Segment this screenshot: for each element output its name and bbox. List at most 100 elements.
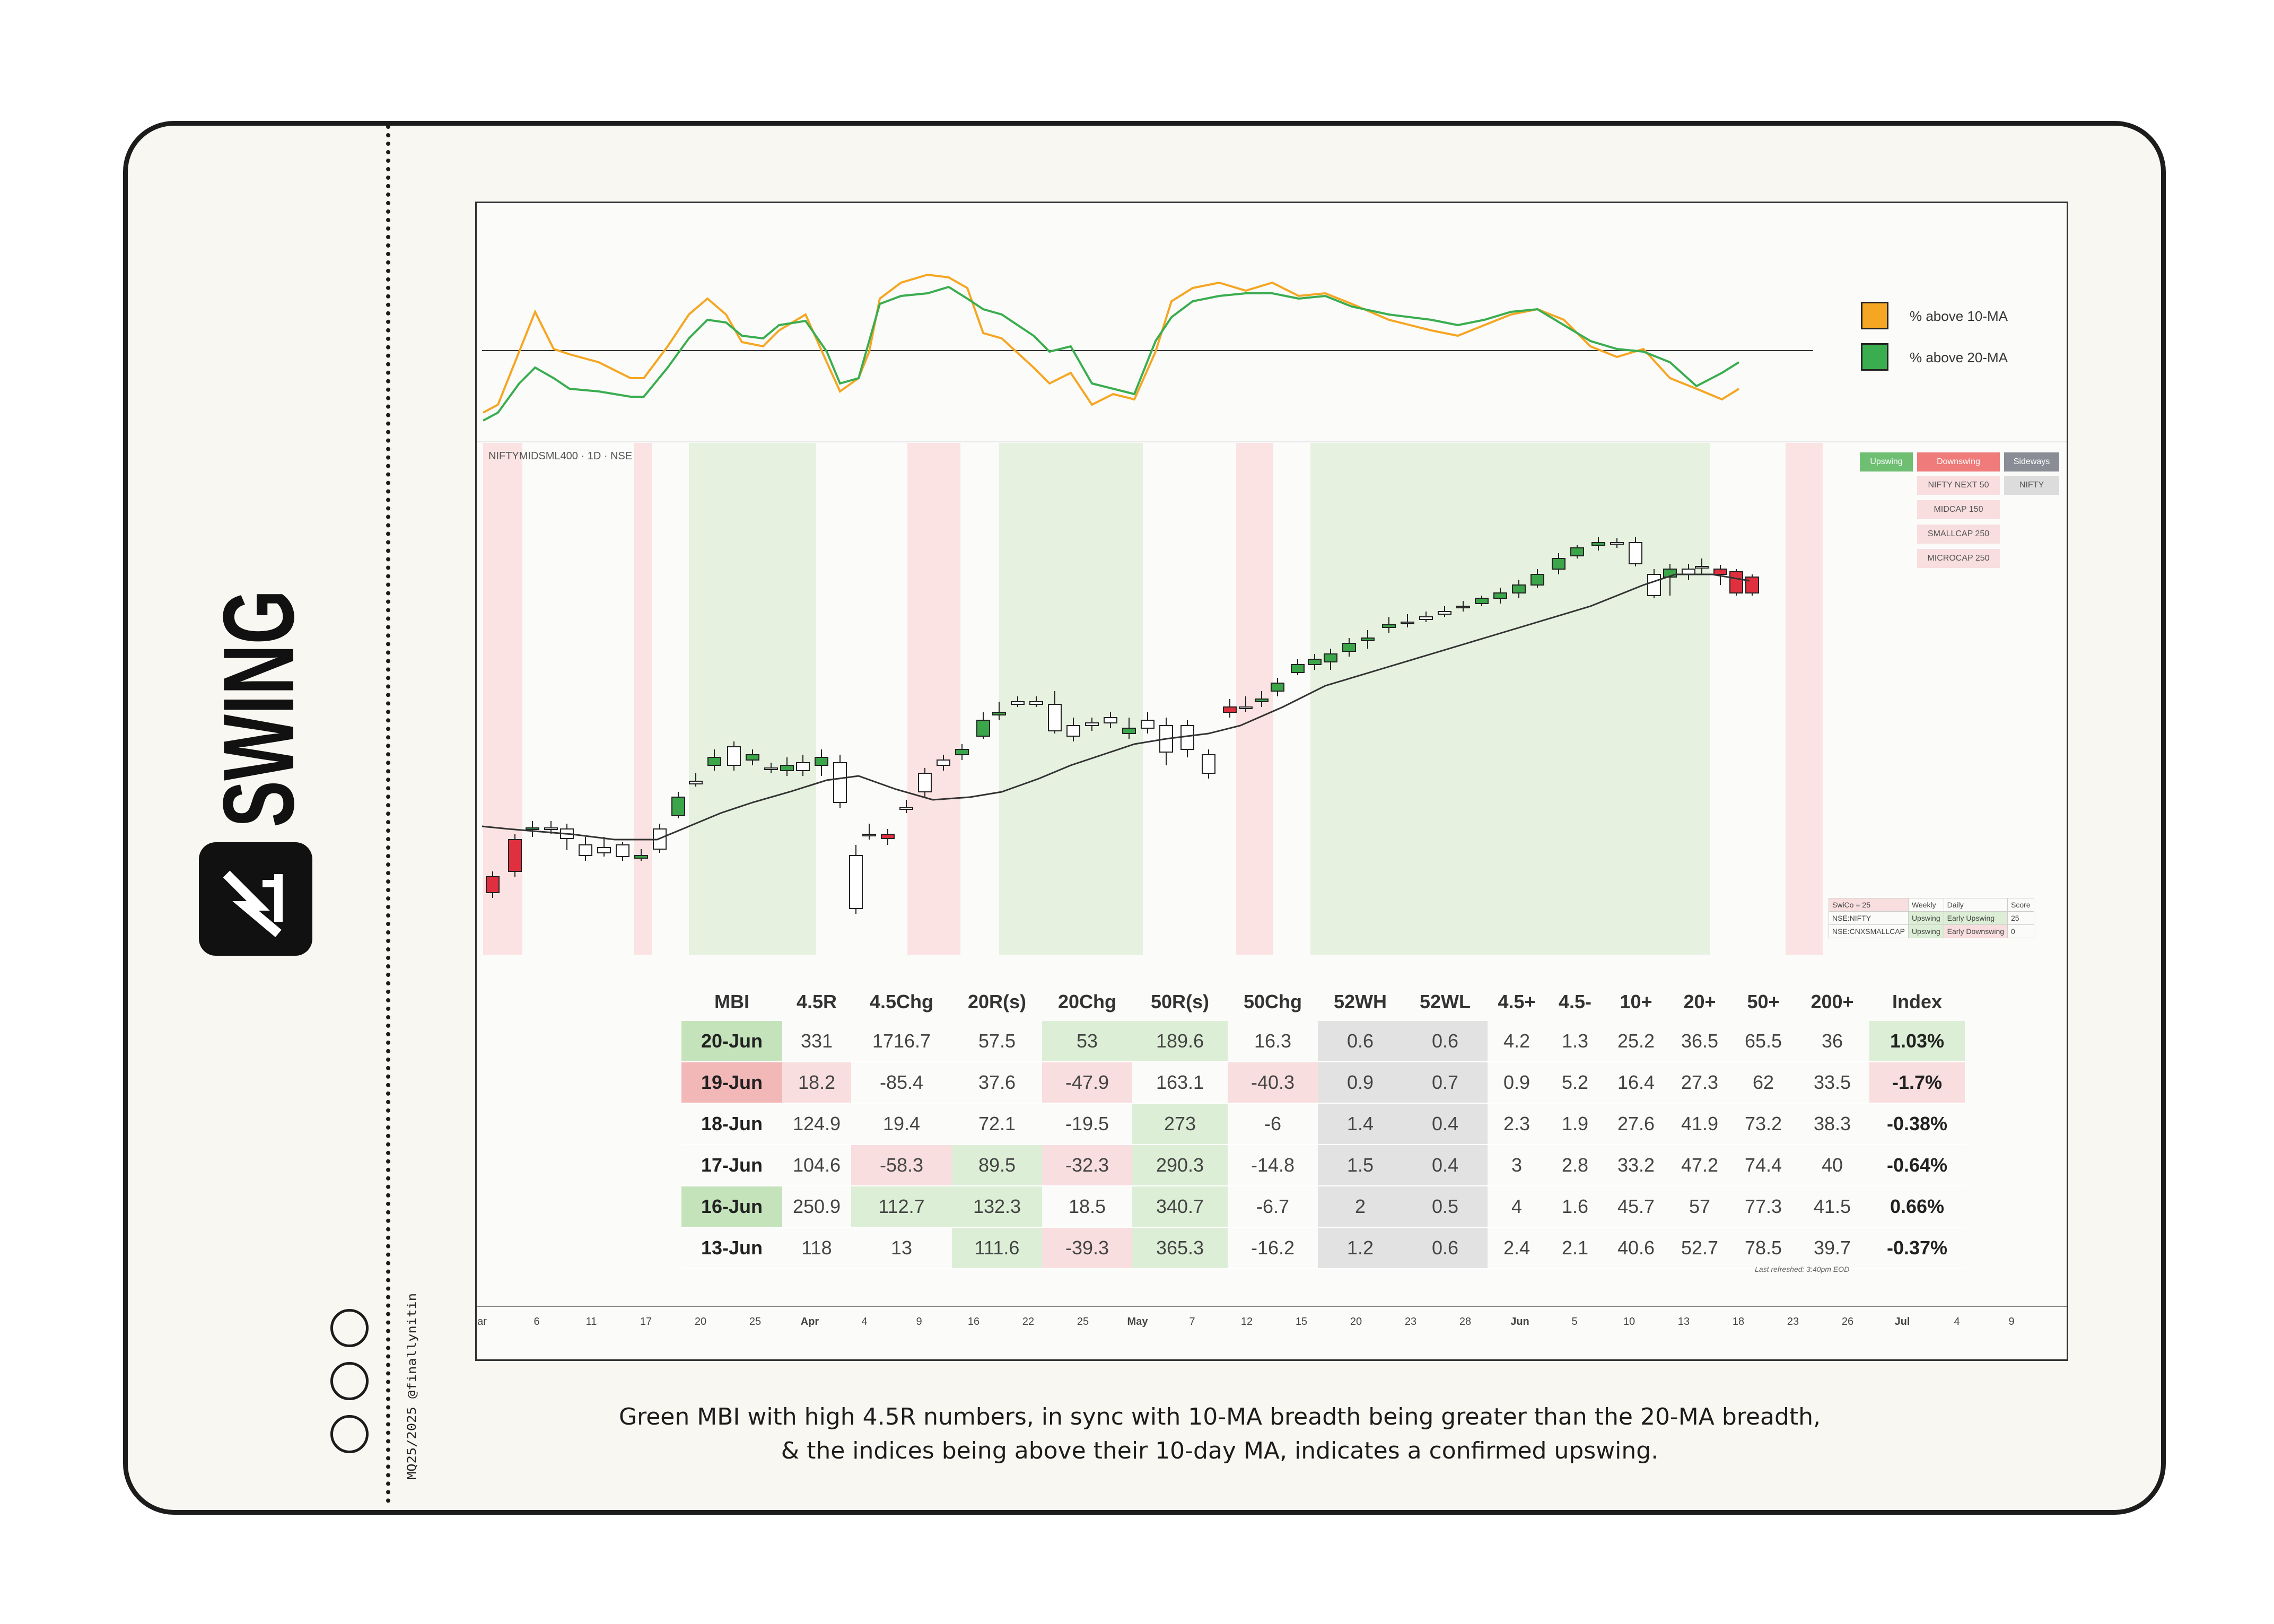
mbi-value-cell: 53: [1042, 1021, 1132, 1062]
mbi-value-cell: 41.9: [1668, 1103, 1731, 1145]
candle-body: [992, 712, 1006, 715]
x-axis-tick-label: 11: [585, 1316, 597, 1328]
mbi-value-cell: 37.6: [952, 1062, 1042, 1104]
mbi-value-cell: 132.3: [952, 1186, 1042, 1228]
x-axis-tick-label: 13: [1677, 1316, 1690, 1328]
candle-body: [796, 762, 810, 771]
mbi-header-cell: 50Chg: [1243, 991, 1302, 1012]
mbi-row: 20-Jun 331 1716.7 57.5 53 189.6 16.3 0.6 0.6 4.2 1…: [681, 1021, 1965, 1062]
candle-body: [1361, 638, 1375, 641]
x-axis-tick-label: 10: [1623, 1316, 1635, 1328]
candle-body: [1438, 611, 1451, 615]
mbi-value-cell: 290.3: [1132, 1145, 1228, 1186]
candle-body: [597, 847, 611, 853]
candle-body: [1382, 624, 1396, 628]
mbi-value-cell: 39.7: [1795, 1227, 1869, 1269]
tag-downswing-item: MICROCAP 250: [1917, 549, 2000, 568]
candle-body: [764, 767, 778, 770]
x-axis-tick-label: 5: [1571, 1316, 1578, 1328]
mbi-header-cell: 50R(s): [1150, 991, 1210, 1012]
mbi-value-cell: 0.4: [1403, 1145, 1488, 1186]
mbi-value-cell: -58.3: [851, 1145, 952, 1186]
legend-label-10ma: % above 10-MA: [1910, 308, 2008, 324]
candle-body: [746, 754, 759, 761]
regime-band: [999, 443, 1143, 955]
candle-body: [1647, 574, 1661, 596]
x-axis-tick-label: 16: [967, 1316, 980, 1328]
candle-body: [1202, 754, 1215, 774]
candle-body: [1695, 566, 1709, 569]
candle-body: [1570, 547, 1584, 556]
tag-sideways-item: NIFTY: [2004, 476, 2059, 495]
x-axis-tick-label: 12: [1240, 1316, 1253, 1328]
swing-wordmark: SWING: [203, 590, 312, 827]
x-axis-tick-label: 25: [749, 1316, 762, 1328]
x-axis-tick-label: 15: [1295, 1316, 1308, 1328]
candle-body: [1729, 571, 1743, 593]
x-axis-tick-label: 22: [1022, 1316, 1035, 1328]
candle-body: [1342, 643, 1356, 652]
x-axis-tick-label: ar: [477, 1316, 487, 1328]
mbi-value-cell: 16.4: [1604, 1062, 1668, 1104]
mbi-date-cell: 17-Jun: [681, 1145, 782, 1186]
legend-swatch-10ma: [1861, 302, 1888, 329]
score-header-row: SwiCo = 25 Weekly Daily Score: [1829, 898, 2034, 912]
candle-body: [508, 839, 522, 872]
mbi-value-cell: 47.2: [1668, 1145, 1731, 1186]
x-axis-tick-label: 28: [1459, 1316, 1472, 1328]
candle-body: [1530, 574, 1544, 586]
status-dot-red-1: [330, 1309, 369, 1347]
mbi-value-cell: 1.4: [1318, 1103, 1403, 1145]
mbi-value-cell: 33.5: [1795, 1062, 1869, 1104]
score-cell: NSE:NIFTY: [1829, 911, 1909, 925]
mbi-header-cell: 10+: [1620, 991, 1652, 1012]
breadth-20ma-line: [483, 285, 1740, 422]
mbi-value-cell: 40: [1795, 1145, 1869, 1186]
mbi-value-cell: 18.5: [1042, 1186, 1132, 1228]
mbi-value-cell: 41.5: [1795, 1186, 1869, 1228]
mbi-value-cell: 27.6: [1604, 1103, 1668, 1145]
mbi-value-cell: -16.2: [1228, 1227, 1318, 1269]
regime-band: [1310, 443, 1710, 955]
mbi-value-cell: 62: [1731, 1062, 1795, 1104]
score-cell: Early Downswing: [1943, 924, 2008, 938]
x-axis-tick-label: 20: [694, 1316, 707, 1328]
tag-downswing-item: SMALLCAP 250: [1917, 525, 2000, 544]
mbi-value-cell: 4: [1488, 1186, 1546, 1228]
mbi-table: MBI 4.5R 4.5Chg 20R(s) 20Chg 50R(s) 50Chg 52WH 5…: [681, 983, 1965, 1269]
score-cell: Upswing: [1908, 911, 1944, 925]
candle-body: [689, 781, 703, 784]
candle-body: [707, 757, 721, 766]
candle-body: [1308, 659, 1322, 665]
candle-body: [1255, 699, 1269, 702]
last-refreshed-note: Last refreshed: 3:40pm EOD: [1755, 1265, 1850, 1273]
tag-upswing: Upswing: [1860, 452, 1913, 472]
score-row: NSE:NIFTY Upswing Early Upswing 25: [1829, 911, 2034, 925]
candle-body: [833, 762, 847, 803]
mbi-value-cell: -85.4: [851, 1062, 952, 1104]
mbi-date-cell: 20-Jun: [681, 1021, 782, 1062]
mbi-value-cell: 45.7: [1604, 1186, 1668, 1228]
mbi-value-cell: 2.4: [1488, 1227, 1546, 1269]
legend-swatch-20ma: [1861, 343, 1888, 371]
candle-body: [815, 757, 828, 766]
credit-text: MQ25/2025 @finallynitin: [406, 1293, 419, 1480]
mbi-row: 13-Jun 118 13 111.6 -39.3 365.3 -16.2 1.2 0.6 2.4…: [681, 1227, 1965, 1269]
mbi-value-cell: 124.9: [782, 1103, 851, 1145]
candle-body: [1011, 701, 1025, 705]
regime-band: [1786, 443, 1823, 955]
mbi-value-cell: -14.8: [1228, 1145, 1318, 1186]
mbi-value-cell: 72.1: [952, 1103, 1042, 1145]
chart-screenshot: % above 10-MA % above 20-MA NIFTYMIDSML4…: [475, 202, 2068, 1361]
score-cell: Weekly: [1908, 898, 1944, 912]
candle-body: [881, 834, 895, 839]
mbi-value-cell: 0.6: [1403, 1021, 1488, 1062]
mbi-index-cell: -0.37%: [1869, 1227, 1965, 1269]
caption-line-1: Green MBI with high 4.5R numbers, in syn…: [619, 1403, 1821, 1430]
mbi-value-cell: 89.5: [952, 1145, 1042, 1186]
mbi-value-cell: 57: [1668, 1186, 1731, 1228]
tag-downswing: Downswing: [1917, 452, 2000, 472]
mbi-value-cell: 73.2: [1731, 1103, 1795, 1145]
candle-body: [780, 765, 794, 771]
x-axis-tick-label: May: [1127, 1316, 1148, 1328]
